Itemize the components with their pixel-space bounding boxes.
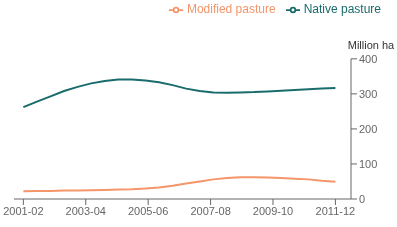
svg-text:2009-10: 2009-10 bbox=[253, 205, 293, 217]
svg-text:2001-02: 2001-02 bbox=[8, 205, 44, 217]
svg-text:0: 0 bbox=[359, 193, 365, 205]
svg-text:2007-08: 2007-08 bbox=[190, 205, 230, 217]
svg-text:400: 400 bbox=[359, 53, 377, 65]
svg-text:200: 200 bbox=[359, 123, 377, 135]
svg-text:100: 100 bbox=[359, 158, 377, 170]
html-text:Modified pasture: Modified pasture bbox=[186, 2, 276, 16]
svg-text:2003-04: 2003-04 bbox=[66, 205, 106, 217]
html-text:Native pasture: Native pasture bbox=[303, 2, 381, 16]
svg-text:2011-12: 2011-12 bbox=[316, 205, 356, 217]
svg-text:300: 300 bbox=[359, 88, 377, 100]
svg-text:2005-06: 2005-06 bbox=[128, 205, 168, 217]
svg-text:Million ha: Million ha bbox=[348, 39, 389, 51]
